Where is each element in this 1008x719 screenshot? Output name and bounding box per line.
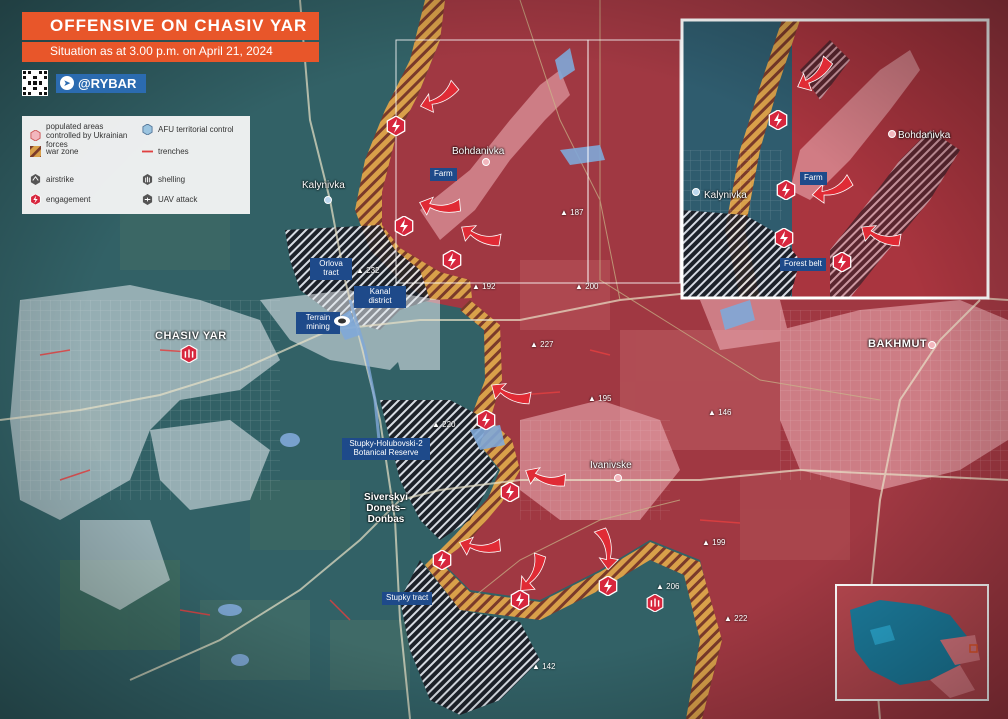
- tag-stupky-reserve: Stupky-Holubovski-2 Botanical Reserve: [342, 438, 430, 460]
- hexagon-icon: [142, 124, 153, 135]
- place-label-siverskyi: Siverskyi Donets–Donbas: [364, 492, 408, 525]
- legend: populated areas controlled by Ukrainian …: [22, 116, 250, 214]
- trench-line-icon: [142, 150, 153, 153]
- height-marker: ▲ 220: [432, 420, 456, 429]
- brand-link[interactable]: ➤ @RYBAR: [56, 73, 147, 93]
- legend-item-shelling: shelling: [142, 174, 185, 185]
- hatch-icon: [30, 146, 41, 157]
- legend-item-war-zone: war zone: [30, 146, 78, 157]
- shelling-icon: [646, 594, 664, 612]
- attack-arrow: [590, 527, 621, 572]
- legend-item-airstrike: airstrike: [30, 174, 74, 185]
- place-label-bohdanivka: Bohdanivka: [452, 146, 505, 157]
- brand-row: ➤ @RYBAR: [22, 70, 147, 96]
- height-marker: ▲ 206: [656, 582, 680, 591]
- height-marker: ▲ 222: [724, 614, 748, 623]
- height-marker: ▲ 187: [560, 208, 584, 217]
- hexagon-icon: [30, 130, 41, 141]
- title-main: OFFENSIVE ON CHASIV YAR: [22, 12, 320, 40]
- tag-forest-belt: Forest belt: [780, 258, 826, 271]
- engagement-icon: [30, 194, 41, 205]
- inset-label-bohdanivka: Bohdanivka: [898, 130, 951, 141]
- attack-arrow: [417, 76, 460, 117]
- tag-stupky-tract: Stupky tract: [382, 592, 433, 605]
- airstrike-icon: [30, 174, 41, 185]
- shelling-icon: [180, 345, 198, 363]
- height-marker: ▲ 200: [575, 282, 599, 291]
- place-label-bakhmut: BAKHMUT: [868, 338, 928, 350]
- telegram-icon: ➤: [60, 76, 74, 90]
- height-marker: ▲ 192: [472, 282, 496, 291]
- tag-orlova-tract: Orlova tract: [310, 258, 352, 280]
- shelling-icon: [142, 174, 153, 185]
- brand-handle: @RYBAR: [78, 75, 137, 91]
- height-marker: ▲ 195: [588, 394, 612, 403]
- place-label-ivanivske: Ivanivske: [590, 460, 632, 471]
- attack-arrow: [858, 222, 903, 248]
- place-label-chasiv-yar: CHASIV YAR: [155, 330, 227, 342]
- inset-label-kalynivka: Kalynivka: [704, 190, 747, 201]
- qr-code-icon[interactable]: [22, 70, 48, 96]
- tag-farm: Farm: [430, 168, 457, 181]
- height-marker: ▲ 146: [708, 408, 732, 417]
- drone-icon: [142, 194, 153, 205]
- height-marker: ▲ 142: [532, 662, 556, 671]
- height-marker: ▲ 199: [702, 538, 726, 547]
- attack-arrow: [488, 380, 533, 406]
- attack-arrow: [418, 194, 462, 216]
- height-marker: ▲ 232: [356, 266, 380, 275]
- height-marker: ▲ 227: [530, 340, 554, 349]
- inset-tag-farm: Farm: [800, 172, 827, 185]
- attack-arrow: [794, 53, 834, 96]
- attack-arrow: [458, 534, 502, 556]
- place-label-kalynivka: Kalynivka: [302, 180, 345, 191]
- tag-terrain-mining: Terrain mining: [296, 312, 340, 334]
- map-title: OFFENSIVE ON CHASIV YAR Situation as at …: [22, 12, 320, 62]
- tag-kanal-district: Kanal district: [354, 286, 406, 308]
- title-subtitle: Situation as at 3.00 p.m. on April 21, 2…: [22, 42, 320, 62]
- legend-item-trenches: trenches: [142, 146, 189, 157]
- legend-item-afu-control: AFU territorial control: [142, 124, 234, 135]
- legend-item-ukr-populated: populated areas controlled by Ukrainian …: [30, 122, 135, 149]
- attack-arrow: [458, 222, 503, 248]
- legend-item-engagement: engagement: [30, 194, 90, 205]
- attack-arrow: [524, 466, 567, 488]
- legend-item-uav: UAV attack: [142, 194, 197, 205]
- attack-arrow: [516, 551, 547, 596]
